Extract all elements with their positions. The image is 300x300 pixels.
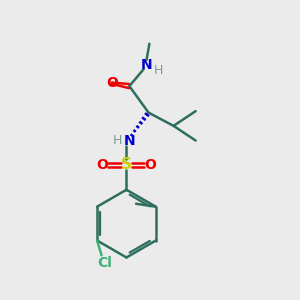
Text: S: S xyxy=(121,157,132,172)
Text: O: O xyxy=(106,76,118,90)
Text: O: O xyxy=(96,158,108,172)
Text: O: O xyxy=(145,158,157,172)
Text: H: H xyxy=(154,64,163,77)
Text: H: H xyxy=(112,134,122,147)
Text: N: N xyxy=(124,134,136,148)
Text: Cl: Cl xyxy=(98,256,112,270)
Text: N: N xyxy=(141,58,152,72)
